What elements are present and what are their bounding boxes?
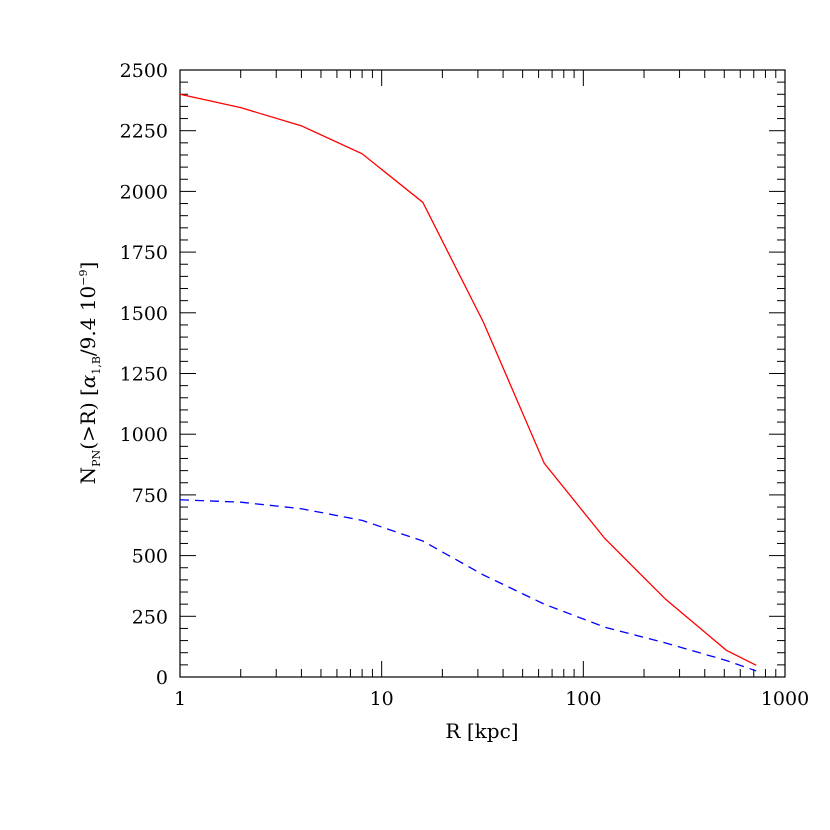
x-tick-label: 10 [370, 688, 394, 710]
y-label-alpha-sub: 1,B [90, 356, 103, 375]
y-tick-label: 2250 [120, 121, 168, 143]
axis-ticks [179, 69, 786, 678]
x-tick-label: 100 [565, 688, 601, 710]
y-label-close: ] [76, 262, 100, 270]
y-tick-label: 250 [132, 606, 168, 628]
plot-frame [179, 69, 786, 678]
y-label-exp: −9 [77, 270, 90, 286]
series-line-solid [179, 93, 757, 666]
y-tick-label: 0 [156, 667, 168, 689]
tick-labels: 1 10 100 1000 0 250 500 750 1000 1250 1500 1750 2000… [120, 60, 810, 710]
y-tick-label: 2500 [120, 60, 168, 82]
y-label-tail: /9.4 10 [76, 286, 100, 356]
y-label-main: N [76, 467, 100, 485]
y-tick-label: 1750 [120, 242, 168, 264]
y-tick-label: 1000 [120, 424, 168, 446]
y-tick-label: 500 [132, 546, 168, 568]
x-axis-label: R [kpc] [445, 719, 518, 743]
y-tick-label: 2000 [120, 181, 168, 203]
series-line-dashed [179, 499, 757, 672]
y-label-mid: (>R) [ [76, 388, 100, 450]
y-tick-label: 1500 [120, 303, 168, 325]
y-label-alpha: α [76, 374, 100, 388]
y-label-sub: PN [90, 449, 103, 466]
x-tick-label: 1 [174, 688, 186, 710]
y-tick-label: 750 [132, 485, 168, 507]
y-tick-label: 1250 [120, 364, 168, 386]
x-tick-label: 1000 [761, 688, 809, 710]
series-group [179, 93, 757, 672]
y-axis-label: NPN(>R) [α1,B/9.4 10−9] [76, 262, 103, 485]
